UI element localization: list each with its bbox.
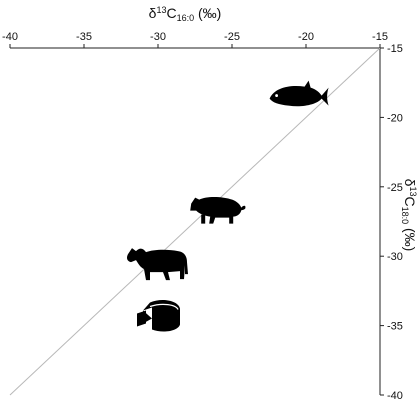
x-axis-title: δ13C16:0 (‰) [149,5,222,23]
data-points [127,80,329,332]
x-tick-label: -30 [150,31,166,43]
fish-icon [269,80,329,107]
x-tick-label: -35 [76,31,92,43]
y-tick-label: -15 [387,43,403,55]
y-axis-title: δ13C18:0 (‰) [400,179,418,252]
x-tick-label: -40 [2,31,18,43]
y-axis-ticks: -15 -20 -25 -30 -35 -40 [380,43,403,402]
x-axis-ticks: -40 -35 -30 -25 -20 -15 [2,31,388,48]
pig-icon [190,196,246,224]
cow-icon [127,248,188,281]
y-tick-label: -25 [387,182,403,194]
x-tick-label: -15 [372,31,388,43]
y-tick-label: -20 [387,112,403,124]
cheese-icon [137,300,180,332]
y-tick-label: -30 [387,251,403,263]
x-tick-label: -20 [298,31,314,43]
y-tick-label: -35 [387,321,403,333]
x-tick-label: -25 [224,31,240,43]
reference-line-1to1 [9,47,381,396]
y-tick-label: -40 [387,390,403,402]
